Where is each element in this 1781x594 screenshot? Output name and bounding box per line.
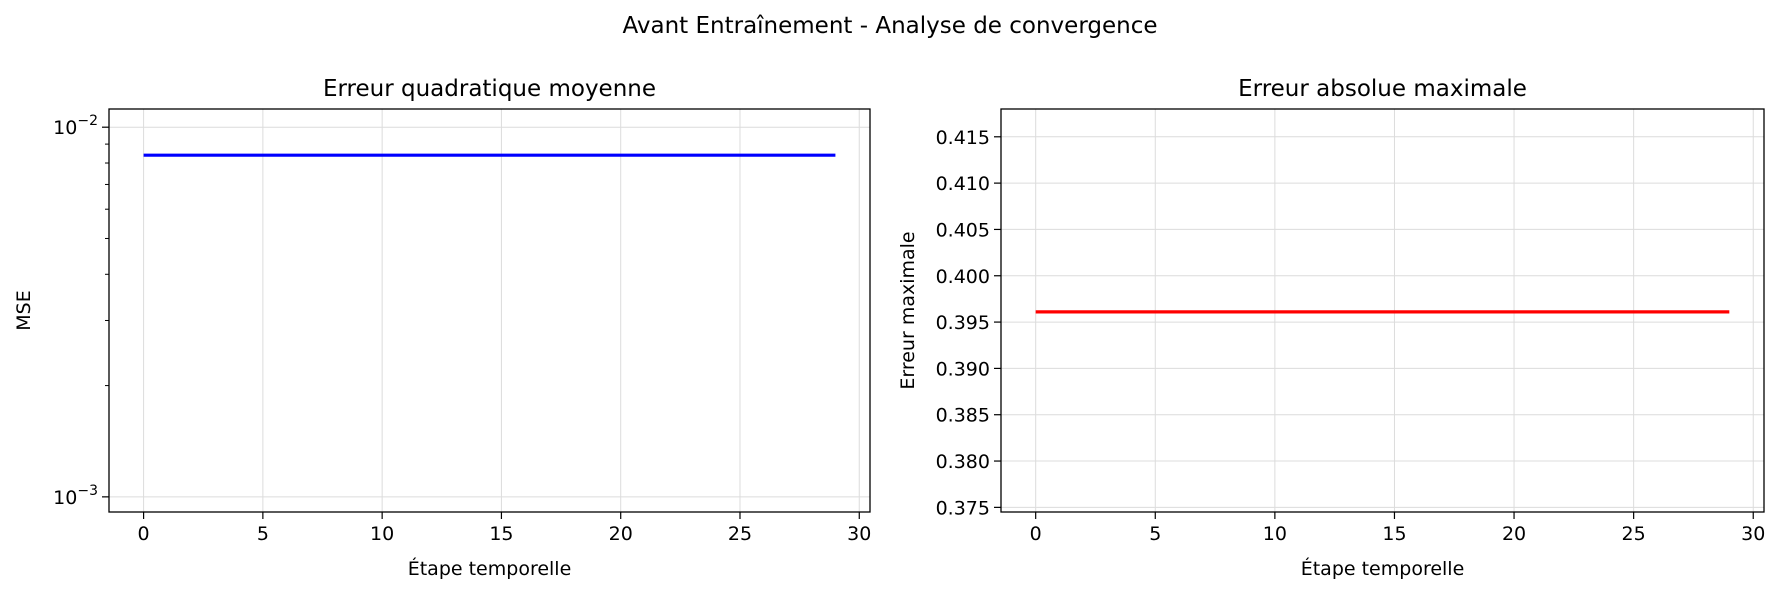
- x-tick-label: 15: [489, 523, 513, 545]
- y-tick-label: 0.385: [936, 405, 990, 427]
- chart-mse: 0 5 10 15 20 25 30 10−3 10−2 Erreur quadratique m…: [13, 76, 871, 580]
- y-axis-label: MSE: [13, 290, 35, 330]
- x-tick-label: 5: [257, 523, 269, 545]
- x-axis-label: Étape temporelle: [408, 557, 572, 580]
- chart-max-error: 0 5 10 15 20 25 30 0.375 0.380 0.385 0.390 0.395 0.4…: [897, 76, 1765, 580]
- x-tick-label: 10: [370, 523, 394, 545]
- x-tick-label: 10: [1263, 523, 1287, 545]
- x-tick-label: 0: [138, 523, 150, 545]
- y-tick-label: 0.380: [936, 451, 990, 473]
- x-tick-label: 25: [1622, 523, 1646, 545]
- x-tick-label: 30: [847, 523, 871, 545]
- y-tick-label: 0.405: [936, 219, 990, 241]
- y-tick-label: 0.390: [936, 358, 990, 380]
- x-tick-label: 20: [1502, 523, 1526, 545]
- y-tick-label: 0.400: [936, 266, 990, 288]
- y-tick-label: 10−3: [53, 483, 98, 509]
- y-axis-label: Erreur maximale: [897, 231, 919, 389]
- y-tick-label: 0.395: [936, 312, 990, 334]
- y-tick-label: 10−2: [53, 113, 98, 139]
- y-tick-label: 0.375: [936, 497, 990, 519]
- x-tick-label: 0: [1030, 523, 1042, 545]
- x-tick-label: 20: [609, 523, 633, 545]
- y-tick-label: 0.410: [936, 173, 990, 195]
- y-tick-label: 0.415: [936, 127, 990, 149]
- axes-frame: [1000, 108, 1765, 513]
- x-tick-label: 25: [728, 523, 752, 545]
- chart-title: Erreur absolue maximale: [1238, 76, 1527, 102]
- figure-suptitle: Avant Entraînement - Analyse de converge…: [622, 13, 1157, 39]
- x-tick-label: 5: [1149, 523, 1161, 545]
- axes-frame: [108, 108, 871, 513]
- chart-title: Erreur quadratique moyenne: [323, 76, 656, 102]
- x-tick-label: 30: [1741, 523, 1765, 545]
- x-axis-label: Étape temporelle: [1301, 557, 1465, 580]
- x-tick-label: 15: [1382, 523, 1406, 545]
